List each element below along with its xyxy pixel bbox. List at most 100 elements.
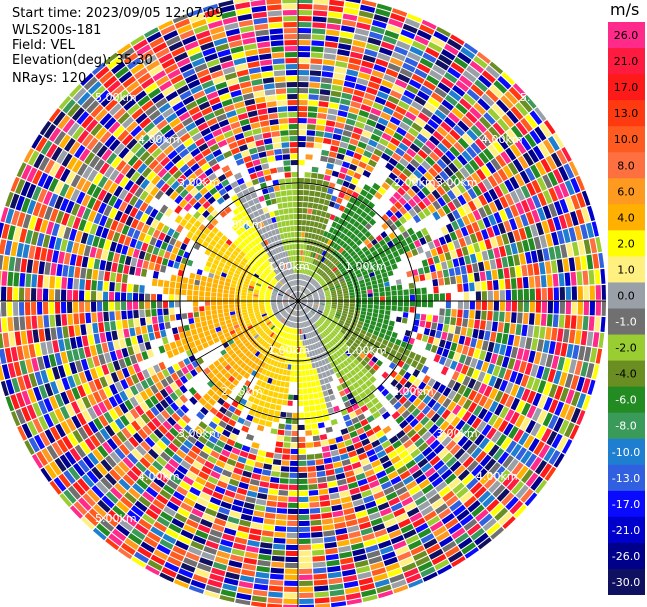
ray-gate [508,218,518,231]
ray-gate [183,324,190,332]
ray-gate [465,146,477,159]
ray-gate [524,114,538,129]
ray-gate [362,54,376,63]
ray-gate [298,514,310,520]
ray-gate [330,195,338,202]
ray-gate [346,280,353,285]
ray-gate [357,16,373,25]
ray-gate [256,565,270,573]
ray-gate [91,280,98,291]
ray-gate [430,413,441,423]
ray-gate [449,360,458,370]
ray-gate [311,40,325,47]
ray-gate [327,11,343,19]
ray-gate [478,151,490,164]
ray-gate [357,345,364,352]
ray-gate [441,138,453,150]
ray-gate [310,258,314,264]
ray-gate [194,279,201,286]
ray-gate [105,261,112,272]
ray-gate [154,331,161,340]
ray-gate [288,388,294,394]
ray-gate [281,375,287,382]
ray-gate [469,301,475,310]
ray-gate [339,319,345,324]
ray-gate [427,351,436,361]
ray-gate [326,114,337,121]
ray-gate [322,390,329,397]
ray-gate [398,172,408,182]
ray-gate [129,266,136,276]
ray-gate [285,562,298,568]
ray-gate [552,273,559,287]
ray-gate [455,102,468,115]
ray-gate [346,202,354,209]
ray-gate [481,291,487,301]
ray-gate [336,262,343,269]
ray-gate [307,284,312,289]
ray-gate [559,301,565,314]
ray-gate [309,70,322,77]
ray-gate [321,223,327,230]
ray-gate [62,326,69,339]
ray-gate [151,278,158,287]
ray-gate [564,180,575,196]
ray-gate [301,262,304,268]
ray-gate [92,322,99,334]
ray-gate [353,228,360,236]
ray-gate [333,280,340,285]
ray-gate [330,322,336,328]
ray-gate [421,294,427,301]
ray-gate [320,281,326,286]
ray-gate [439,301,445,309]
ray-gate [311,531,323,538]
ray-gate [455,80,469,93]
ray-gate [166,328,173,336]
ray-gate [509,370,518,383]
ray-gate [110,320,117,331]
ray-gate [205,310,212,316]
ray-gate [473,102,487,115]
ray-gate [461,150,473,162]
ray-gate [337,293,343,297]
ray-gate [262,407,270,415]
ray-gate [345,0,362,4]
ray-gate [301,302,307,304]
ray-gate [298,76,309,82]
ray-gate [383,319,389,325]
ray-gate [343,303,349,307]
ray-gate [133,293,139,301]
ray-gate [524,225,533,239]
ray-gate [591,364,601,380]
ray-gate [300,294,305,299]
ray-gate [404,264,411,272]
ray-gate [346,444,355,453]
ray-gate [410,158,420,169]
ray-gate [28,245,36,260]
ray-gate [352,253,359,260]
ray-gate [305,220,311,226]
ray-gate [305,148,314,154]
ray-gate [362,197,370,206]
ray-gate [467,200,477,212]
ray-gate [335,197,343,204]
ray-gate [67,289,73,301]
ray-gate [381,222,389,231]
ray-gate [462,439,473,451]
ray-gate [7,317,14,332]
ray-gate [455,419,466,431]
ray-gate [450,61,465,74]
ray-gate [298,442,306,448]
ray-gate [559,198,569,214]
ray-gate [301,302,307,306]
ray-gate [315,130,325,137]
ray-gate [466,88,480,102]
ray-gate [501,132,514,147]
ray-gate [398,368,407,377]
ray-gate [372,284,378,289]
ray-gate [386,375,394,383]
ray-gate [272,391,279,398]
ray-gate [491,103,505,117]
ray-gate [499,379,509,392]
ray-gate [157,308,163,316]
